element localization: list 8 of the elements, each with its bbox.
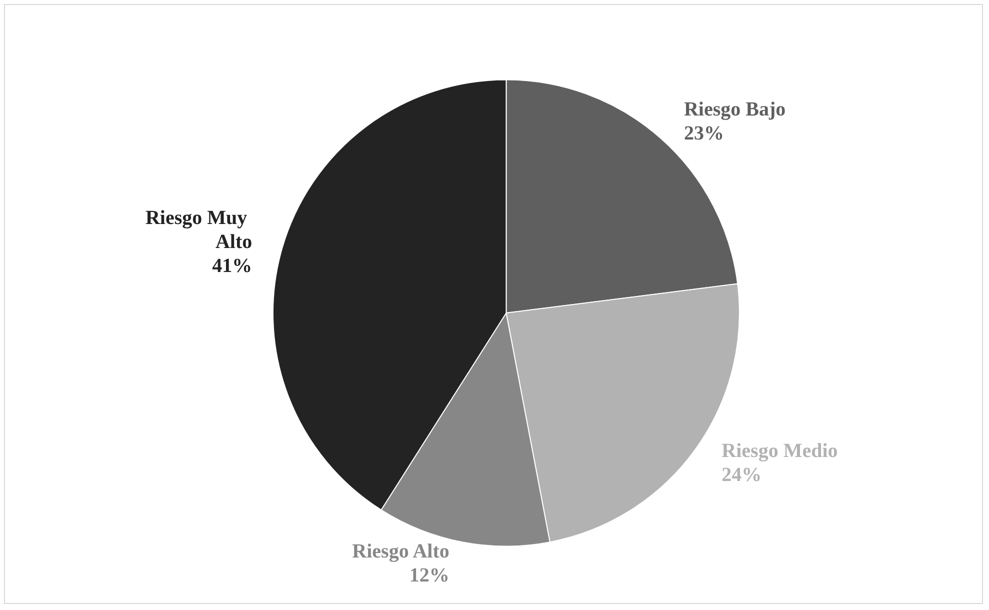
data-label: 24% [722,464,762,486]
data-label: 41% [212,254,252,277]
slice-label: Riesgo Alto [352,540,450,563]
slice-label: Riesgo Muy Alto [145,206,252,253]
slice-label: Riesgo Medio [722,440,838,462]
data-label: 23% [684,122,724,145]
data-label: 12% [409,564,450,587]
slice-label: Riesgo Bajo [684,98,786,121]
